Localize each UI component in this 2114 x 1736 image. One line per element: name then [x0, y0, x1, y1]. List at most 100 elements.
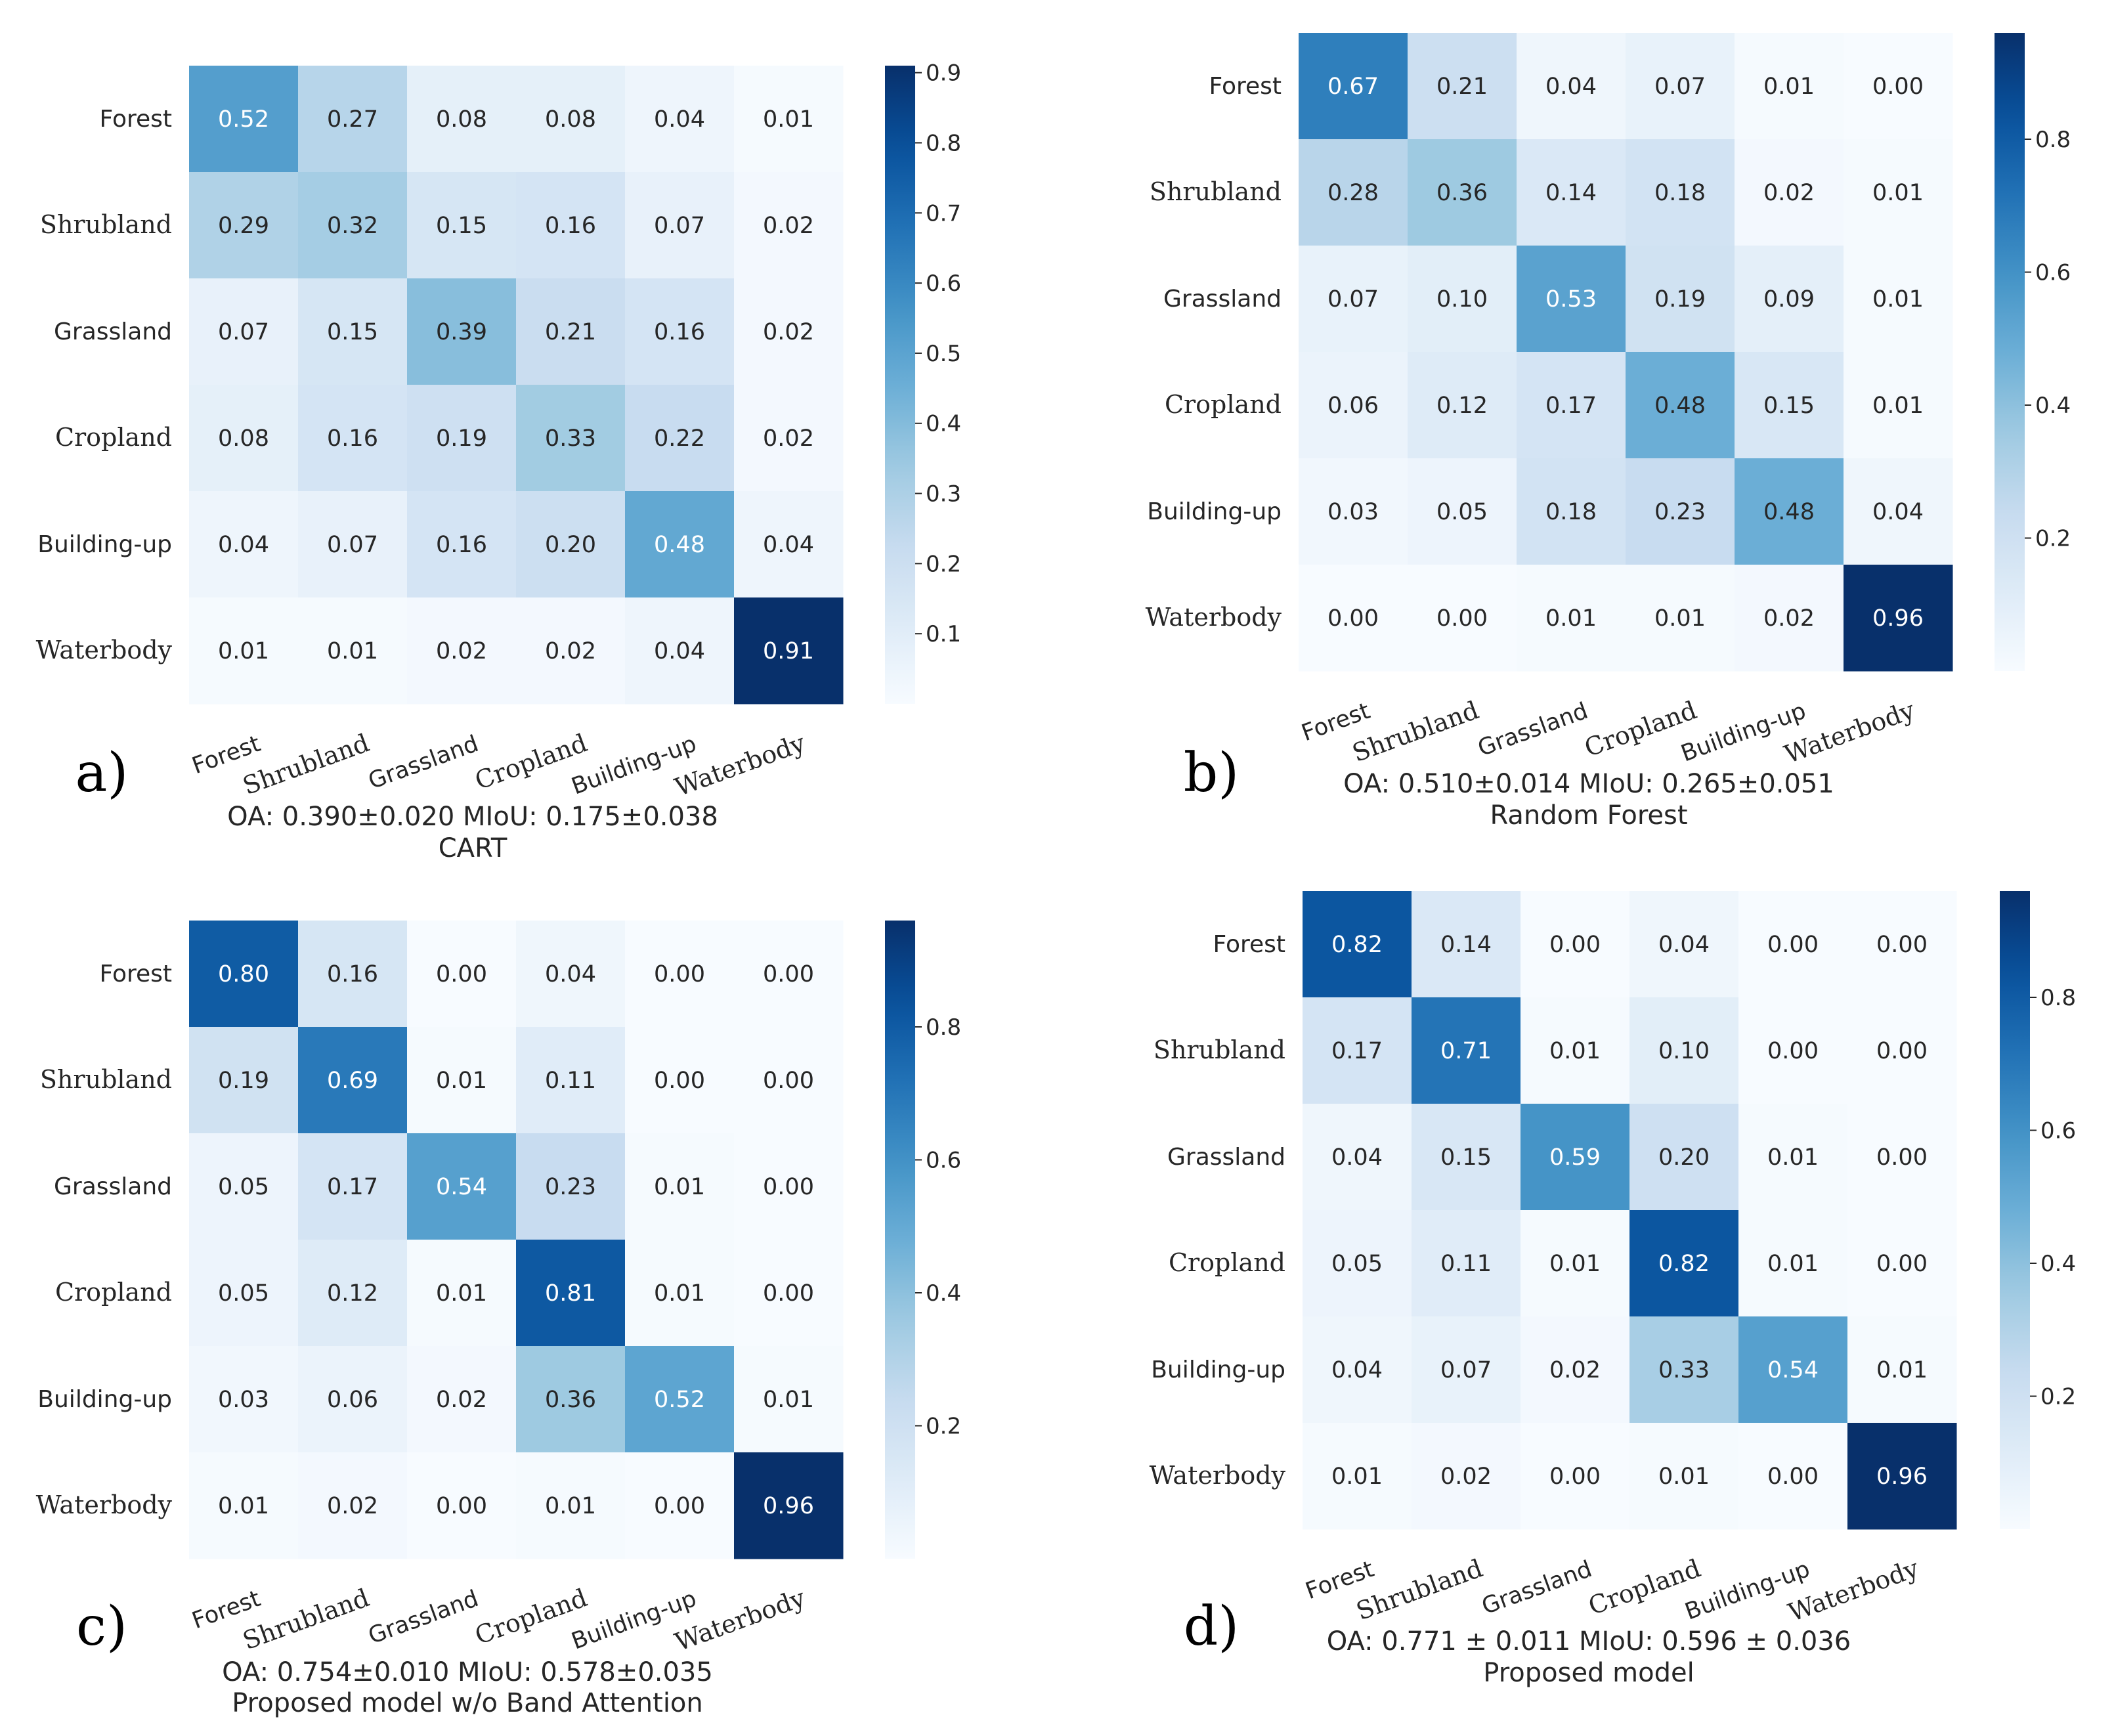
cell-value-label: 0.00 — [1549, 932, 1601, 958]
heatmap-cell — [407, 1240, 517, 1347]
colorbar-tick-label: 0.4 — [926, 411, 961, 437]
cell-value-label: 0.59 — [1549, 1144, 1601, 1171]
cell-value-label: 0.00 — [1876, 932, 1928, 958]
method-title: Proposed model — [1483, 1658, 1694, 1688]
panel-label: d) — [1184, 1595, 1239, 1658]
heatmap-cell — [1517, 33, 1626, 140]
cell-value-label: 0.53 — [1545, 286, 1597, 313]
heatmap-cell — [298, 1027, 408, 1134]
heatmap-cell — [1412, 1423, 1521, 1530]
heatmap-cell — [625, 1240, 735, 1347]
cell-value-label: 0.00 — [654, 961, 705, 987]
heatmap-cell — [298, 491, 408, 598]
cell-value-label: 0.80 — [218, 961, 269, 987]
cell-value-label: 0.36 — [545, 1387, 596, 1413]
cell-value-label: 0.07 — [1440, 1357, 1492, 1383]
cell-value-label: 0.48 — [654, 532, 705, 558]
heatmap-cell — [189, 278, 299, 385]
heatmap-cell — [1629, 891, 1739, 998]
heatmap-cell — [1521, 1104, 1630, 1211]
cell-value-label: 0.01 — [436, 1280, 487, 1307]
cell-value-label: 0.01 — [1872, 286, 1924, 313]
heatmap-cell — [1738, 1316, 1848, 1423]
heatmap-cell — [1408, 139, 1517, 246]
cell-value-label: 0.23 — [1654, 499, 1706, 525]
colorbar-tick-label: 0.8 — [926, 130, 961, 156]
cell-value-label: 0.82 — [1658, 1251, 1710, 1277]
row-label: Cropland — [1165, 390, 1282, 419]
cell-value-label: 0.82 — [1331, 932, 1383, 958]
cell-value-label: 0.00 — [1767, 1038, 1819, 1064]
panel-1: 0.67 0.21 0.04 0.07 0.01 0.00 0.28 0.36 0.14 0.18… — [1146, 33, 2071, 831]
cell-value-label: 0.16 — [545, 213, 596, 239]
colorbar-tick-label: 0.6 — [2040, 1118, 2076, 1144]
heatmap-cell — [1303, 1104, 1412, 1211]
heatmap-cell — [1299, 352, 1408, 459]
heatmap-cell — [1517, 139, 1626, 246]
heatmap-cell — [734, 385, 844, 492]
heatmap-cell — [189, 1452, 299, 1559]
cell-value-label: 0.67 — [1327, 74, 1379, 100]
cell-value-label: 0.06 — [1327, 393, 1379, 419]
cell-value-label: 0.00 — [763, 1280, 814, 1307]
heatmap-cell — [407, 172, 517, 279]
row-label: Forest — [100, 106, 172, 133]
heatmap-cell — [1626, 139, 1735, 246]
colorbar-tick-label: 0.5 — [926, 341, 961, 367]
heatmap-cell — [516, 1240, 626, 1347]
heatmap-cell — [734, 1027, 844, 1134]
row-label: Grassland — [54, 1173, 172, 1200]
heatmap-cell — [625, 172, 735, 279]
heatmap-cell — [1735, 33, 1844, 140]
heatmap-cell — [625, 1027, 735, 1134]
heatmap-cell — [1735, 352, 1844, 459]
cell-value-label: 0.00 — [763, 1068, 814, 1094]
cell-value-label: 0.04 — [654, 106, 705, 133]
heatmap-cell — [298, 66, 408, 173]
row-label: Cropland — [55, 423, 172, 452]
heatmap-cell — [1844, 139, 1953, 246]
cell-value-label: 0.19 — [436, 425, 487, 452]
heatmap-cell — [516, 66, 626, 173]
cell-value-label: 0.18 — [1654, 180, 1706, 206]
heatmap-cell — [298, 1346, 408, 1453]
heatmap-cell — [298, 385, 408, 492]
cell-value-label: 0.16 — [327, 961, 378, 987]
heatmap-cell — [516, 172, 626, 279]
cell-value-label: 0.36 — [1436, 180, 1488, 206]
heatmap-cell — [1299, 458, 1408, 565]
cell-value-label: 0.08 — [218, 425, 269, 452]
metrics-caption: OA: 0.510±0.014 MIoU: 0.265±0.051 — [1343, 769, 1834, 799]
cell-value-label: 0.01 — [1549, 1251, 1601, 1277]
heatmap-cell — [1735, 458, 1844, 565]
row-label: Building-up — [1147, 498, 1282, 525]
cell-value-label: 0.02 — [327, 1493, 378, 1519]
heatmap-cell — [1844, 246, 1953, 353]
row-label: Shrubland — [40, 1065, 172, 1094]
heatmap-cell — [516, 491, 626, 598]
cell-value-label: 0.01 — [1654, 605, 1706, 632]
cell-value-label: 0.01 — [327, 638, 378, 664]
heatmap-cell — [734, 1133, 844, 1240]
row-label: Shrubland — [1154, 1035, 1285, 1064]
heatmap-cell — [1629, 1210, 1739, 1317]
cell-value-label: 0.00 — [763, 961, 814, 987]
cell-value-label: 0.01 — [1549, 1038, 1601, 1064]
cell-value-label: 0.22 — [654, 425, 705, 452]
cell-value-label: 0.33 — [1658, 1357, 1710, 1383]
heatmap-cell — [1735, 246, 1844, 353]
cell-value-label: 0.21 — [545, 319, 596, 345]
panel-3: 0.82 0.14 0.00 0.04 0.00 0.00 0.17 0.71 0.01 0.10… — [1150, 891, 2076, 1688]
heatmap-cell — [516, 1133, 626, 1240]
heatmap-cell — [189, 385, 299, 492]
cell-value-label: 0.12 — [327, 1280, 378, 1307]
heatmap-cell — [625, 1452, 735, 1559]
heatmap-cell — [1844, 565, 1953, 672]
heatmap-cell — [1517, 458, 1626, 565]
cell-value-label: 0.02 — [545, 638, 596, 664]
method-title: CART — [439, 833, 507, 863]
heatmap-cell — [516, 385, 626, 492]
cell-value-label: 0.01 — [654, 1280, 705, 1307]
heatmap-cell — [1517, 565, 1626, 672]
cell-value-label: 0.01 — [1876, 1357, 1928, 1383]
